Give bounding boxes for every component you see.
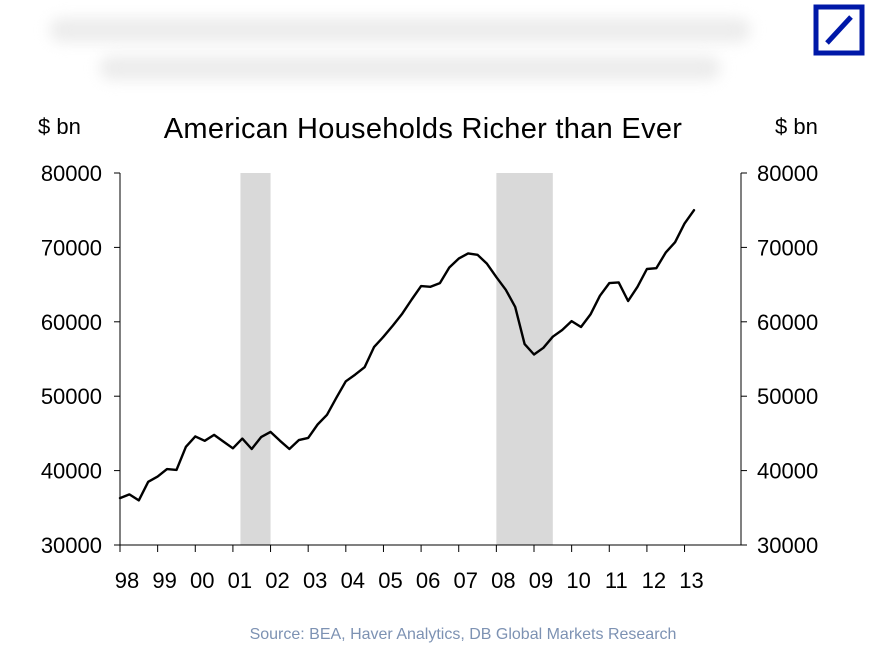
left-y-axis-unit: $ bn — [38, 114, 81, 139]
y-tick-label-right: 50000 — [757, 384, 818, 409]
x-tick-label: 98 — [115, 568, 139, 593]
y-tick-label-left: 80000 — [41, 161, 102, 186]
y-tick-label-left: 50000 — [41, 384, 102, 409]
x-tick-label: 08 — [491, 568, 515, 593]
x-tick-label: 06 — [416, 568, 440, 593]
x-tick-label: 13 — [679, 568, 703, 593]
x-tick-label: 03 — [303, 568, 327, 593]
y-tick-label-left: 30000 — [41, 533, 102, 558]
x-tick-label: 12 — [642, 568, 666, 593]
tick-group: 30000 30000 40000 40000 50000 50000 60000 60000… — [41, 161, 818, 593]
x-tick-label: 09 — [529, 568, 553, 593]
recession-band-1 — [240, 173, 271, 545]
series-group — [118, 208, 696, 502]
recession-shading-group — [240, 173, 553, 545]
series-line-1 — [118, 208, 696, 502]
blurred-header — [40, 10, 760, 90]
deutsche-bank-logo-icon — [813, 4, 865, 56]
y-tick-label-left: 40000 — [41, 459, 102, 484]
x-tick-label: 99 — [152, 568, 176, 593]
x-tick-label: 00 — [190, 568, 214, 593]
chart-title: American Households Richer than Ever — [164, 113, 683, 145]
y-tick-label-right: 30000 — [757, 533, 818, 558]
y-tick-label-right: 70000 — [757, 235, 818, 260]
y-tick-label-left: 60000 — [41, 310, 102, 335]
x-tick-label: 11 — [605, 568, 628, 593]
recession-band-2 — [496, 173, 553, 545]
blurred-text-line — [50, 18, 750, 42]
y-tick-label-right: 60000 — [757, 310, 818, 335]
x-tick-label: 05 — [378, 568, 402, 593]
y-tick-label-right: 80000 — [757, 161, 818, 186]
x-tick-label: 01 — [228, 568, 252, 593]
x-tick-label: 07 — [453, 568, 477, 593]
x-tick-label: 02 — [265, 568, 289, 593]
blurred-text-line — [100, 56, 720, 80]
x-tick-label: 10 — [566, 568, 590, 593]
source-note: Source: BEA, Haver Analytics, DB Global … — [250, 626, 677, 643]
x-tick-label: 04 — [341, 568, 365, 593]
right-y-axis-unit: $ bn — [775, 114, 818, 139]
y-tick-label-right: 40000 — [757, 459, 818, 484]
y-tick-label-left: 70000 — [41, 235, 102, 260]
